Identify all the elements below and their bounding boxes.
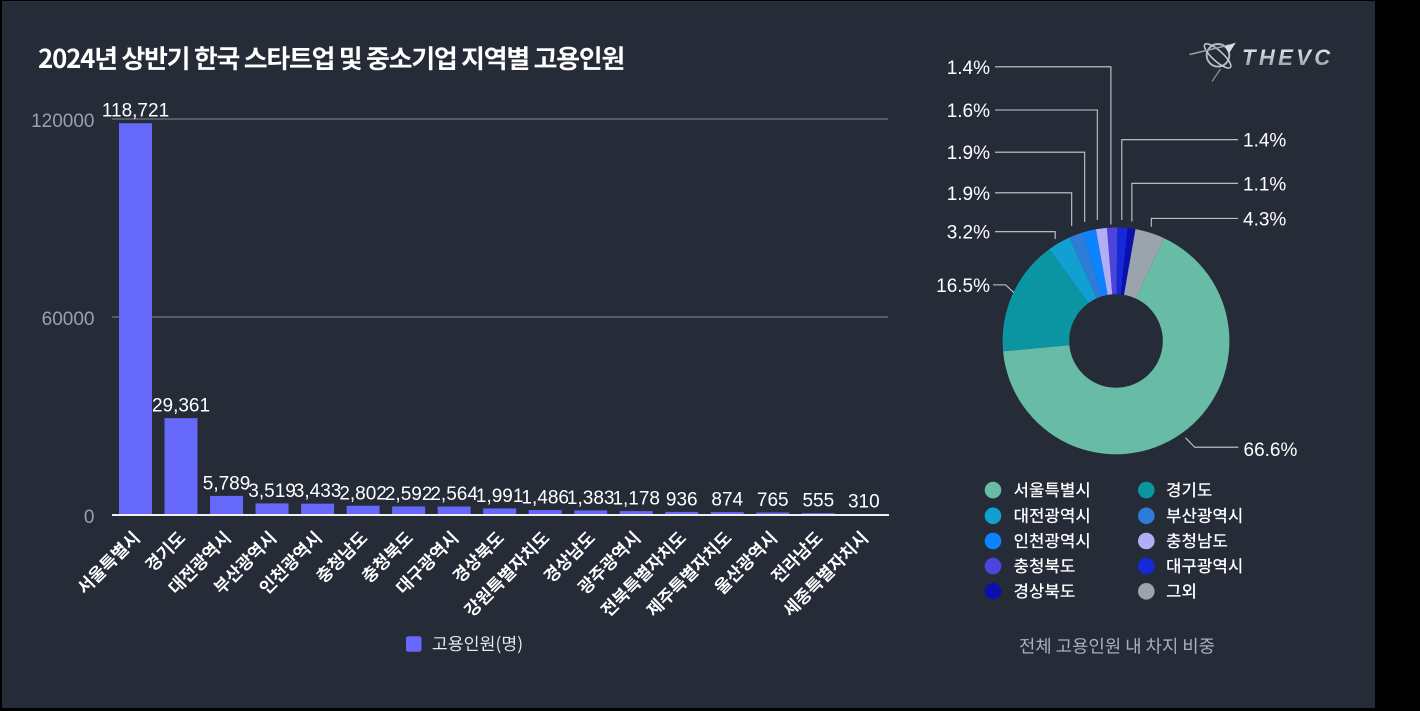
svg-text:1,178: 1,178 [612,489,660,510]
svg-text:1.6%: 1.6% [947,101,990,122]
svg-text:16.5%: 16.5% [936,276,990,297]
svg-text:118,721: 118,721 [102,101,169,122]
svg-text:120000: 120000 [31,111,94,132]
svg-text:3,519: 3,519 [248,481,296,502]
svg-text:66.6%: 66.6% [1244,440,1298,461]
svg-text:THEVC: THEVC [1242,45,1334,70]
svg-text:5,789: 5,789 [203,473,251,494]
svg-text:1.9%: 1.9% [947,143,990,164]
svg-text:1,486: 1,486 [521,488,569,509]
svg-text:1.4%: 1.4% [947,58,990,79]
svg-text:1,383: 1,383 [567,488,615,509]
svg-text:936: 936 [666,489,698,510]
svg-text:2,592: 2,592 [385,484,433,505]
svg-text:765: 765 [757,490,789,511]
svg-text:555: 555 [802,491,834,512]
svg-text:3.2%: 3.2% [947,223,990,244]
svg-text:1.9%: 1.9% [947,184,990,205]
svg-text:1.4%: 1.4% [1243,131,1286,152]
svg-text:2,564: 2,564 [430,484,478,505]
svg-text:1.1%: 1.1% [1243,174,1286,195]
svg-text:29,361: 29,361 [152,396,210,417]
svg-text:1,991: 1,991 [476,486,524,507]
svg-text:3,433: 3,433 [294,481,342,502]
svg-text:4.3%: 4.3% [1243,209,1286,230]
svg-text:2,802: 2,802 [339,483,387,504]
svg-text:0: 0 [84,507,95,528]
svg-text:60000: 60000 [42,309,95,330]
svg-text:874: 874 [711,490,743,511]
svg-text:310: 310 [848,491,880,512]
